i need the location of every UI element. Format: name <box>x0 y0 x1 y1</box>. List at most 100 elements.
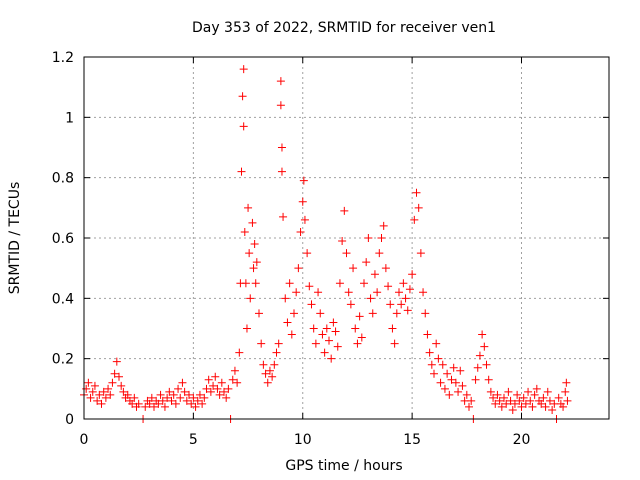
data-point <box>298 197 307 206</box>
data-points <box>80 65 572 423</box>
data-point <box>283 318 292 327</box>
data-point <box>106 390 115 399</box>
data-point <box>292 288 301 297</box>
data-point <box>270 360 279 369</box>
data-point <box>193 396 202 405</box>
data-point <box>506 396 515 405</box>
data-point <box>296 227 305 236</box>
data-point <box>215 390 224 399</box>
data-point <box>432 339 441 348</box>
data-point <box>489 393 498 402</box>
data-point <box>279 212 288 221</box>
data-point <box>493 390 502 399</box>
data-point <box>425 348 434 357</box>
data-point <box>478 330 487 339</box>
y-tick-label: 0.2 <box>52 352 74 368</box>
data-point <box>473 363 482 372</box>
data-point <box>497 402 506 411</box>
data-point <box>454 387 463 396</box>
data-point <box>222 393 231 402</box>
data-point <box>119 387 128 396</box>
data-point <box>245 249 254 258</box>
data-point <box>390 339 399 348</box>
data-point <box>521 399 530 408</box>
data-point <box>458 381 467 390</box>
data-point <box>561 387 570 396</box>
data-point <box>277 143 286 152</box>
data-point <box>467 396 476 405</box>
data-point <box>272 348 281 357</box>
data-point <box>530 390 539 399</box>
data-point <box>430 369 438 378</box>
data-point <box>206 387 215 396</box>
data-point <box>228 375 237 384</box>
data-point <box>255 309 263 318</box>
data-point <box>403 306 412 315</box>
data-point <box>185 390 193 399</box>
data-point <box>240 227 249 236</box>
data-point <box>242 324 251 333</box>
data-point <box>510 399 519 408</box>
data-point <box>220 387 228 396</box>
data-point <box>517 402 526 411</box>
data-point <box>290 309 298 318</box>
data-point <box>526 396 535 405</box>
data-point <box>482 360 491 369</box>
data-point <box>405 285 414 294</box>
data-point <box>93 396 102 405</box>
x-tick-label: 5 <box>189 432 198 448</box>
data-point <box>252 258 261 267</box>
data-point <box>559 402 568 411</box>
data-point <box>187 399 196 408</box>
data-point <box>281 294 290 303</box>
data-point <box>456 366 465 375</box>
data-point <box>305 282 314 291</box>
data-point <box>110 369 119 378</box>
data-point <box>408 270 417 279</box>
data-point <box>249 264 258 273</box>
data-point <box>491 399 500 408</box>
data-point <box>320 348 329 357</box>
data-point <box>263 378 272 387</box>
data-point <box>451 378 460 387</box>
data-point <box>230 366 239 375</box>
data-point <box>355 312 364 321</box>
data-point <box>307 300 316 309</box>
data-point <box>548 405 557 414</box>
data-point <box>515 396 524 405</box>
chart-title: Day 353 of 2022, SRMTID for receiver ven… <box>192 20 496 36</box>
data-point <box>434 354 443 363</box>
data-point <box>331 327 340 336</box>
data-point <box>246 294 255 303</box>
data-point <box>204 375 213 384</box>
data-point <box>117 381 126 390</box>
data-point <box>427 360 436 369</box>
data-point <box>176 393 185 402</box>
data-point <box>471 375 480 384</box>
data-point <box>412 188 421 197</box>
data-point <box>410 215 419 224</box>
data-point <box>423 330 432 339</box>
y-tick-label: 1 <box>65 110 74 126</box>
data-point <box>502 399 511 408</box>
data-point <box>178 378 187 387</box>
data-point <box>316 309 325 318</box>
data-point <box>528 402 537 411</box>
data-point <box>134 399 143 408</box>
data-point <box>238 92 247 101</box>
data-point <box>353 339 362 348</box>
data-point <box>346 300 355 309</box>
axis-ticks: 0 0.2 0.4 0.6 0.8 1 1.2 0 5 10 15 20 <box>52 50 609 448</box>
data-point <box>88 387 97 396</box>
data-point <box>486 387 495 396</box>
data-point <box>399 279 408 288</box>
data-point <box>508 405 517 414</box>
data-point <box>265 366 274 375</box>
data-point <box>543 387 552 396</box>
data-point <box>381 264 390 273</box>
x-tick-label: 0 <box>80 432 89 448</box>
data-point <box>322 324 331 333</box>
data-point <box>537 399 546 408</box>
data-point <box>169 390 178 399</box>
data-point <box>388 324 397 333</box>
